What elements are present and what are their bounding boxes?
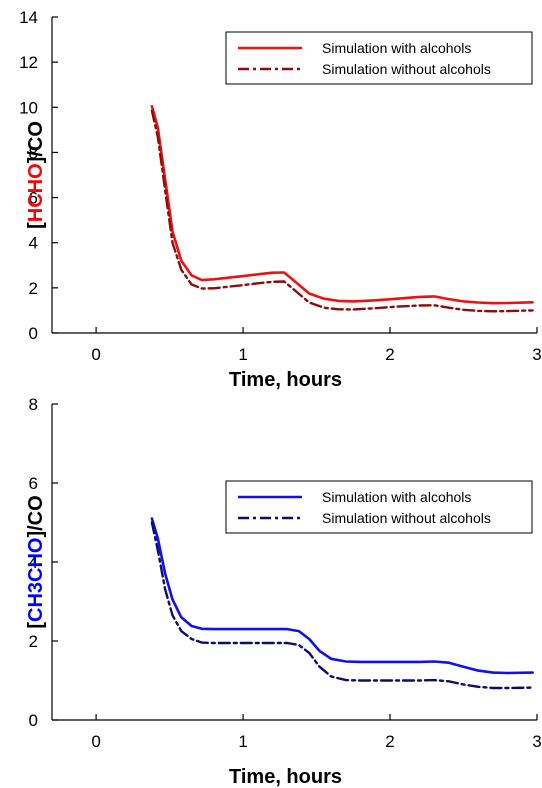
y-tick-label: 6: [29, 474, 38, 493]
y-axis-title: [CH3CHO]/CO: [25, 495, 47, 628]
y-tick-label: 8: [29, 143, 38, 162]
legend-label: Simulation without alcohols: [322, 61, 491, 77]
y-tick-label: 0: [29, 324, 38, 343]
y-tick-label: 4: [29, 234, 38, 253]
series-line-with-alcohols: [150, 104, 534, 305]
series-line-without-alcohols: [150, 521, 534, 690]
y-tick-label: 6: [29, 189, 38, 208]
y-tick-label: 12: [19, 53, 38, 72]
x-tick-label: 3: [532, 345, 541, 364]
legend: Simulation with alcohols Simulation witho…: [225, 480, 533, 534]
legend-box: [225, 480, 533, 534]
x-axis-title: Time, hours: [229, 766, 342, 788]
y-axis-title-part: HCHO: [25, 163, 47, 222]
y-axis-title-part: ]/CO: [25, 495, 47, 537]
x-tick-label: 2: [385, 345, 394, 364]
legend-label: Simulation with alcohols: [322, 489, 471, 505]
y-axis-title-part: [: [25, 222, 47, 229]
y-axis-title-part: CH3CHO: [25, 538, 47, 622]
y-axis-title-part: ]/CO: [25, 121, 47, 163]
x-tick-label: 2: [385, 732, 394, 751]
chart-panel-2: 0 2 4 6 8 0 1 2 3 Time, hours [CH3CHO]/CO Simulatio…: [25, 395, 542, 788]
y-axis-title: [HCHO]/CO: [25, 121, 47, 229]
x-tick-label: 3: [532, 732, 541, 751]
x-tick-label: 0: [91, 732, 100, 751]
legend-label: Simulation with alcohols: [322, 40, 471, 56]
legend-box: [225, 31, 533, 85]
y-tick-label: 0: [29, 711, 38, 730]
y-tick-label: 4: [29, 553, 38, 572]
x-tick-label: 1: [238, 732, 247, 751]
y-tick-label: 8: [29, 395, 38, 414]
x-tick-label: 1: [238, 345, 247, 364]
x-tick-label: 0: [91, 345, 100, 364]
series-line-with-alcohols: [150, 517, 534, 675]
y-tick-label: 2: [29, 632, 38, 651]
y-axis-title-part: [: [25, 622, 47, 629]
y-tick-label: 2: [29, 279, 38, 298]
x-axis-title: Time, hours: [229, 369, 342, 391]
legend-label: Simulation without alcohols: [322, 510, 491, 526]
y-tick-label: 14: [19, 8, 38, 27]
series-line-without-alcohols: [150, 109, 534, 313]
legend: Simulation with alcohols Simulation witho…: [225, 31, 533, 85]
y-tick-label: 10: [19, 98, 38, 117]
